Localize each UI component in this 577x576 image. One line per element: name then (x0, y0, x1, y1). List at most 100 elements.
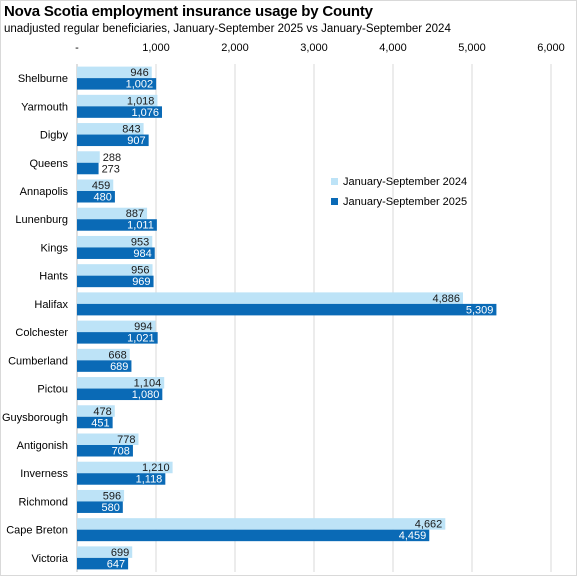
bar-2025 (77, 219, 157, 231)
data-label: 689 (110, 361, 128, 373)
bar-2024 (77, 405, 115, 417)
data-label: 708 (112, 446, 130, 458)
chart-title: Nova Scotia employment insurance usage b… (4, 3, 373, 20)
bar-2025 (77, 332, 158, 344)
data-label: 1,118 (136, 474, 163, 486)
category-label: Cape Breton (6, 525, 68, 537)
bar-2024 (77, 235, 153, 248)
bar-2025 (77, 388, 163, 401)
data-label: 1,104 (134, 378, 162, 390)
data-label: 273 (102, 163, 120, 175)
data-label: 956 (131, 265, 149, 277)
x-tick-label: 2,000 (221, 42, 249, 54)
category-label: Shelburne (18, 73, 68, 85)
legend-label: January-September 2025 (343, 196, 467, 208)
data-label: 4,886 (432, 293, 460, 305)
bar-2025 (77, 134, 149, 147)
data-label: 478 (93, 406, 111, 418)
bar-2024 (77, 320, 156, 333)
x-tick-label: 5,000 (458, 42, 486, 54)
data-label: 887 (126, 208, 144, 220)
bar-2024 (77, 179, 114, 191)
bar-2025 (77, 247, 155, 259)
bar-2025 (77, 529, 430, 542)
bar-2025 (77, 162, 99, 175)
category-label: Queens (29, 158, 68, 170)
x-tick-label: 4,000 (379, 42, 407, 54)
data-label: 668 (108, 349, 126, 361)
bar-2024 (77, 489, 125, 502)
category-label: Pictou (37, 384, 68, 396)
x-tick-label: - (75, 42, 79, 54)
data-label: 1,011 (127, 220, 154, 232)
data-label: 946 (130, 67, 148, 79)
data-label: 480 (94, 192, 112, 204)
data-label: 1,210 (142, 462, 170, 474)
bar-2025 (77, 445, 133, 457)
data-label: 953 (131, 236, 149, 248)
bar-2024 (77, 207, 148, 220)
category-label: Victoria (32, 553, 69, 565)
data-label: 984 (133, 248, 151, 260)
legend-label: January-September 2024 (343, 176, 467, 188)
data-label: 288 (103, 152, 121, 164)
bar-2025 (77, 416, 113, 429)
bar-2025 (77, 473, 166, 485)
category-label: Antigonish (17, 440, 68, 452)
data-label: 843 (122, 124, 140, 136)
data-label: 596 (103, 490, 121, 502)
bar-2024 (77, 433, 139, 445)
bar-2025 (77, 557, 129, 570)
bar-2024 (77, 377, 165, 389)
bar-2024 (77, 461, 173, 474)
bar-2025 (77, 360, 132, 372)
bar-2025 (77, 501, 123, 513)
data-label: 1,002 (126, 79, 154, 91)
bar-2024 (77, 123, 144, 135)
data-label: 907 (127, 135, 145, 147)
data-label: 1,080 (132, 389, 160, 401)
bar-2024 (77, 546, 133, 558)
category-label: Guysborough (2, 412, 68, 424)
legend-swatch-2025 (331, 198, 338, 205)
bar-2024 (77, 518, 446, 530)
legend-swatch-2024 (331, 178, 338, 185)
data-label: 580 (101, 502, 119, 514)
data-label: 778 (117, 434, 135, 446)
category-label: Halifax (34, 299, 68, 311)
data-label: 451 (91, 417, 109, 429)
data-label: 459 (92, 180, 110, 192)
data-label: 5,309 (466, 304, 494, 316)
category-label: Lunenburg (15, 214, 68, 226)
data-label: 1,021 (127, 333, 155, 345)
bar-2024 (77, 66, 152, 79)
category-label: Kings (40, 242, 68, 254)
data-label: 1,018 (127, 95, 155, 107)
category-label: Annapolis (20, 186, 69, 198)
category-label: Digby (40, 130, 69, 142)
category-label: Cumberland (8, 355, 68, 367)
data-label: 699 (111, 547, 129, 559)
chart-subtitle: unadjusted regular beneficiaries, Januar… (4, 23, 451, 35)
bar-2025 (77, 78, 157, 90)
data-label: 4,459 (399, 530, 427, 542)
bar-2024 (77, 292, 463, 304)
data-label: 647 (107, 558, 125, 570)
bar-2025 (77, 191, 115, 203)
category-label: Richmond (18, 496, 68, 508)
bar-2024 (77, 94, 158, 107)
data-label: 4,662 (415, 519, 443, 531)
category-label: Colchester (15, 327, 68, 339)
bar-2024 (77, 348, 130, 361)
category-label: Inverness (20, 468, 68, 480)
x-tick-label: 1,000 (142, 42, 170, 54)
data-label: 969 (132, 276, 150, 288)
bar-2025 (77, 106, 163, 118)
bar-2024 (77, 151, 100, 163)
bar-2024 (77, 264, 153, 276)
category-label: Yarmouth (21, 101, 68, 113)
data-label: 1,076 (131, 107, 159, 119)
x-tick-label: 6,000 (537, 42, 565, 54)
data-label: 994 (134, 321, 152, 333)
